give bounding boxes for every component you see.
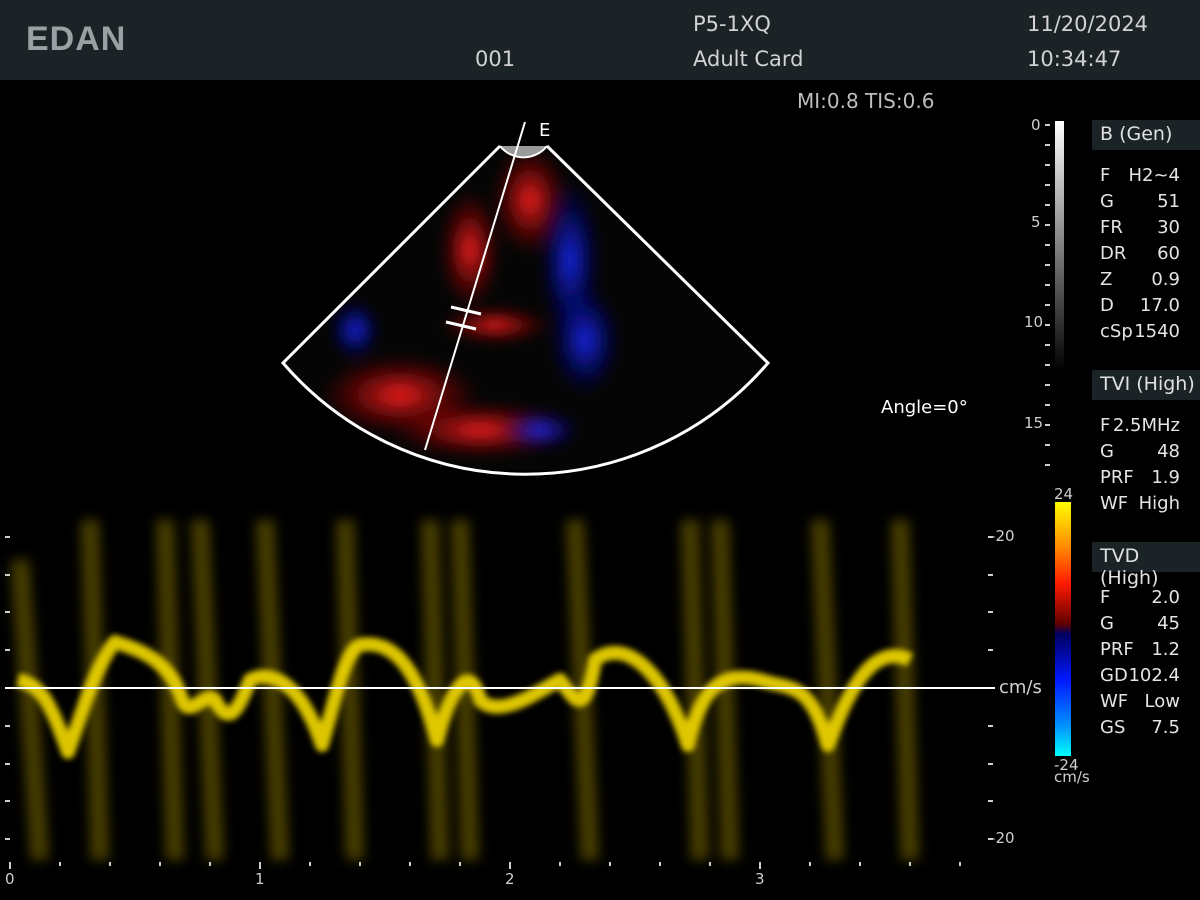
patient-id: 001 <box>475 47 516 71</box>
angle-correction-readout: Angle=0° <box>881 397 968 418</box>
velocity-color-bar <box>1055 502 1071 756</box>
exam-preset: Adult Card <box>693 47 804 71</box>
depth-label-0: 0 <box>1031 116 1041 134</box>
b-mode-title: B (Gen) <box>1100 123 1173 145</box>
time-label-2: 2 <box>505 870 515 888</box>
sector-outline <box>280 144 771 476</box>
probe-name: P5-1XQ <box>693 12 771 36</box>
sector-orientation-marker: E <box>539 120 551 141</box>
color-bar-unit: cm/s <box>1054 768 1090 786</box>
b-mode-header: B (Gen) <box>1092 120 1200 150</box>
top-bar: EDAN 001 P5-1XQ Adult Card 11/20/2024 10… <box>0 0 1200 80</box>
exam-time: 10:34:47 <box>1027 47 1122 71</box>
doppler-cursor-line <box>424 121 526 451</box>
transducer-head <box>499 145 548 159</box>
depth-scale <box>1045 124 1050 466</box>
depth-label-15: 15 <box>1024 414 1044 432</box>
velocity-unit: cm/s <box>999 677 1042 698</box>
time-label-1: 1 <box>255 870 265 888</box>
tvi-header: TVI (High) <box>1092 370 1200 400</box>
time-axis-ticks <box>9 862 961 869</box>
velocity-scale-top: –20 <box>988 527 1015 545</box>
tvi-title: TVI (High) <box>1100 373 1195 395</box>
velocity-scale-bottom: –20 <box>988 829 1015 847</box>
sample-gate-bottom <box>445 320 477 331</box>
sample-gate-top <box>450 305 482 316</box>
time-label-3: 3 <box>755 870 765 888</box>
exam-date: 11/20/2024 <box>1027 12 1149 36</box>
velocity-ticks-left <box>5 536 10 840</box>
color-bar-max: 24 <box>1054 485 1074 503</box>
depth-label-5: 5 <box>1031 213 1041 231</box>
tvd-header: TVD (High) <box>1092 542 1200 589</box>
color-doppler-sector <box>283 148 768 470</box>
color-bar-min: -24 <box>1054 756 1079 774</box>
edan-logo: EDAN <box>26 20 127 58</box>
tvd-title: TVD (High) <box>1100 545 1159 589</box>
velocity-ticks-right <box>988 536 993 840</box>
grayscale-bar <box>1055 121 1064 371</box>
mi-tis-readout: MI:0.8 TIS:0.6 <box>797 89 935 113</box>
time-label-0: 0 <box>5 870 15 888</box>
depth-label-10: 10 <box>1024 313 1044 331</box>
